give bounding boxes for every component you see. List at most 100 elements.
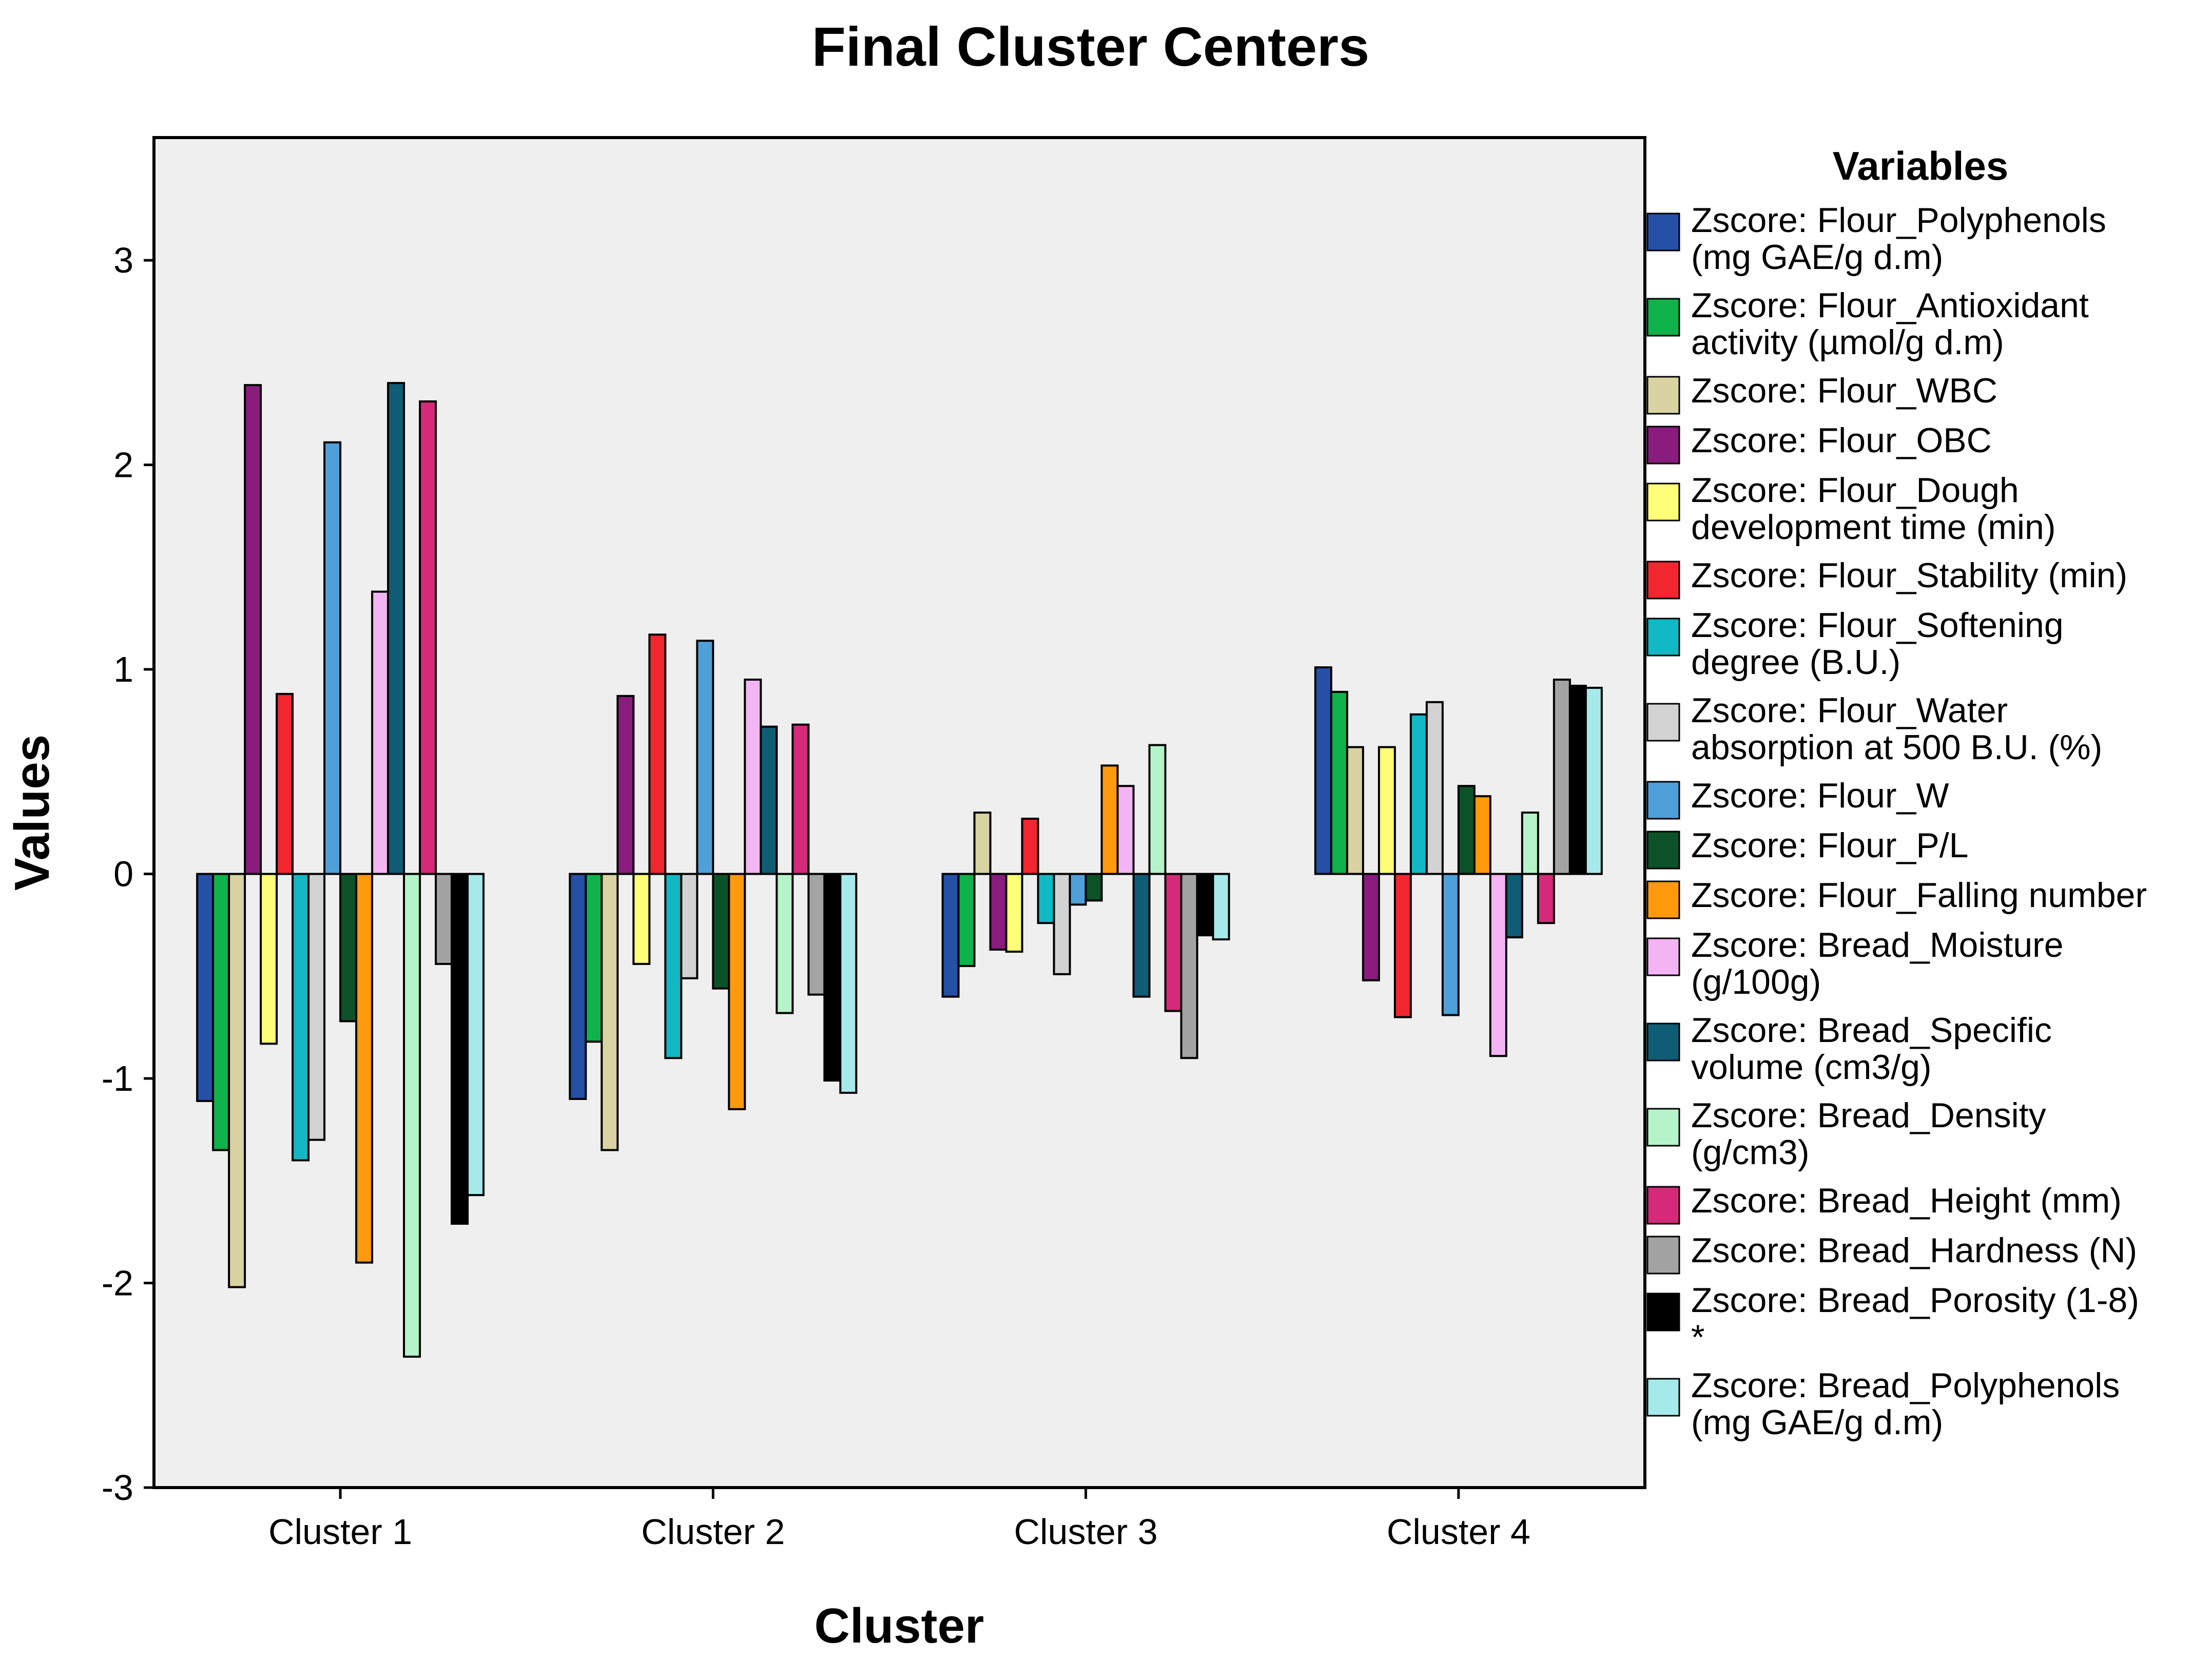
- legend-swatch: [1646, 703, 1680, 742]
- bar: [403, 873, 421, 1358]
- bar: [989, 873, 1007, 951]
- bar: [1164, 873, 1182, 1012]
- bar: [435, 873, 453, 965]
- bar: [451, 873, 469, 1225]
- y-tick-label: 1: [113, 649, 133, 689]
- legend-swatch: [1646, 1236, 1680, 1275]
- bar: [1441, 873, 1460, 1016]
- legend-swatch: [1646, 376, 1680, 415]
- y-tick-label: 3: [113, 240, 133, 280]
- bar: [1148, 744, 1167, 875]
- bar: [1037, 873, 1055, 924]
- bar: [276, 692, 294, 875]
- legend-swatch: [1646, 831, 1680, 870]
- legend-label: Zscore: Flour_P/L: [1691, 826, 1968, 865]
- bar: [664, 873, 683, 1059]
- bar: [1457, 785, 1476, 875]
- legend-swatch: [1646, 426, 1680, 465]
- legend-swatch: [1646, 937, 1680, 976]
- bars-group: [196, 382, 1603, 1358]
- bar: [839, 873, 858, 1094]
- legend-label: volume (cm3/g): [1691, 1048, 1932, 1087]
- bar: [355, 873, 374, 1264]
- bar: [1377, 746, 1396, 875]
- bar: [1196, 873, 1214, 937]
- legend-label: Zscore: Flour_Softening: [1691, 606, 2064, 645]
- legend-label: Zscore: Flour_Water: [1691, 691, 2008, 730]
- bar: [1212, 873, 1230, 941]
- bar: [585, 873, 603, 1043]
- legend-label: Zscore: Bread_Moisture: [1691, 926, 2064, 965]
- bar: [648, 633, 667, 875]
- bar: [1393, 873, 1412, 1018]
- bar: [260, 873, 278, 1045]
- legend-label: Zscore: Flour_Polyphenols: [1691, 201, 2106, 240]
- bar: [1521, 812, 1539, 875]
- legend-swatch: [1646, 298, 1680, 337]
- legend-label: Zscore: Flour_WBC: [1691, 371, 1997, 410]
- bar: [1084, 873, 1103, 902]
- bar: [1473, 795, 1491, 875]
- bar: [1505, 873, 1523, 939]
- bar: [1362, 873, 1380, 981]
- bar: [1553, 678, 1571, 875]
- bar: [569, 873, 587, 1100]
- legend-label: Zscore: Bread_Porosity (1-8): [1691, 1281, 2139, 1320]
- legend-swatch: [1646, 483, 1680, 522]
- legend: Variables Zscore: Flour_Polyphenols(mg G…: [1646, 143, 2147, 1442]
- bar: [744, 678, 762, 875]
- bar: [632, 873, 651, 965]
- legend-swatch: [1646, 880, 1680, 919]
- bar: [696, 640, 714, 875]
- bar: [292, 873, 310, 1162]
- y-tick-label: 0: [113, 854, 133, 894]
- legend-label: degree (B.U.): [1691, 643, 1900, 682]
- legend-label: (mg GAE/g d.m): [1691, 238, 1943, 277]
- bar: [1021, 817, 1039, 875]
- legend-label: (g/cm3): [1691, 1133, 1809, 1172]
- legend-swatch: [1646, 1023, 1680, 1062]
- bar: [1537, 873, 1555, 924]
- chart-title: Final Cluster Centers: [812, 15, 1369, 78]
- bar: [1116, 785, 1135, 875]
- legend-label: *: [1691, 1318, 1704, 1357]
- bar: [307, 873, 326, 1141]
- y-axis-title: Values: [5, 735, 60, 891]
- bar: [957, 873, 976, 967]
- bar: [1314, 666, 1332, 875]
- legend-label: (g/100g): [1691, 962, 1821, 1001]
- legend-swatch: [1646, 618, 1680, 657]
- legend-swatch: [1646, 1186, 1680, 1225]
- legend-label: Zscore: Flour_Stability (min): [1691, 556, 2127, 595]
- bar: [760, 725, 778, 875]
- x-tick-label: Cluster 1: [268, 1512, 412, 1552]
- bar: [467, 873, 485, 1197]
- legend-label: development time (min): [1691, 508, 2055, 547]
- bar: [1069, 873, 1087, 906]
- bar: [1568, 684, 1587, 875]
- x-axis-title: Cluster: [814, 1598, 984, 1653]
- bar: [371, 590, 390, 875]
- x-axis: Cluster 1 Cluster 2 Cluster 3 Cluster 4: [268, 1488, 1530, 1552]
- legend-label: Zscore: Bread_Polyphenols: [1691, 1366, 2120, 1405]
- bar: [791, 723, 810, 875]
- legend-swatch: [1646, 1293, 1680, 1332]
- legend-label: Zscore: Flour_W: [1691, 776, 1949, 815]
- bar: [600, 873, 619, 1151]
- bar: [1346, 746, 1364, 875]
- legend-swatch: [1646, 1108, 1680, 1147]
- legend-swatch: [1646, 213, 1680, 252]
- y-tick-label: -3: [102, 1468, 133, 1508]
- legend-label: Zscore: Bread_Hardness (N): [1691, 1231, 2137, 1270]
- legend-label: Zscore: Flour_OBC: [1691, 421, 1992, 460]
- x-tick-label: Cluster 4: [1387, 1512, 1530, 1552]
- legend-label: activity (µmol/g d.m): [1691, 323, 2004, 362]
- bar: [387, 382, 405, 875]
- legend-label: Zscore: Bread_Specific: [1691, 1011, 2052, 1050]
- y-tick-label: -2: [102, 1263, 133, 1303]
- bar: [196, 873, 215, 1102]
- legend-swatch: [1646, 561, 1680, 600]
- bar: [1584, 686, 1603, 875]
- bar: [712, 873, 730, 990]
